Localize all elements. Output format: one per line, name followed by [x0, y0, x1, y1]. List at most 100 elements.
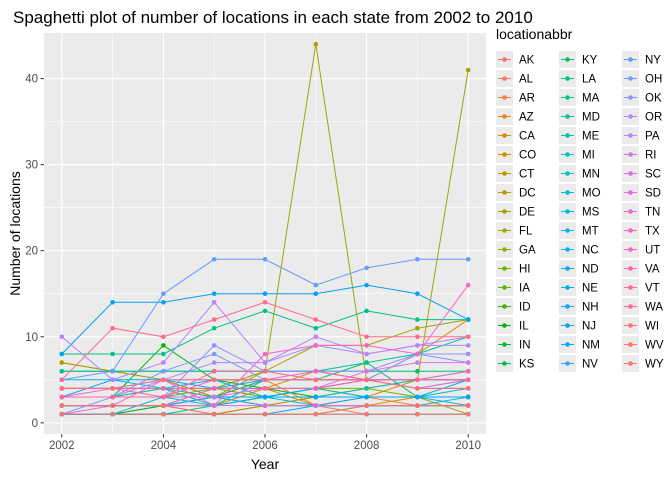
data-point-wy-2005 — [211, 411, 217, 417]
legend-item-nv: NV — [559, 355, 598, 372]
legend-label-ma: MA — [582, 93, 600, 105]
legend-item-or: OR — [622, 108, 662, 125]
data-point-sc-2009 — [415, 360, 420, 365]
data-point-va-2004 — [161, 386, 166, 391]
legend-item-mt: MT — [559, 222, 599, 239]
legend-key-point — [628, 361, 633, 366]
legend-key-point — [502, 228, 507, 233]
legend-label-mo: MO — [582, 188, 601, 200]
data-point-wa-2004 — [161, 334, 166, 340]
data-point-wv-2008 — [364, 403, 369, 408]
legend-key-point — [565, 266, 570, 271]
data-point-ma-2003 — [110, 351, 115, 357]
legend-label-nc: NC — [582, 245, 599, 257]
legend-item-ak: AK — [496, 51, 535, 68]
data-point-pa-2007 — [313, 334, 319, 340]
legend-label-wv: WV — [645, 340, 664, 352]
legend-item-ga: GA — [496, 241, 536, 258]
data-point-wy-2010 — [465, 411, 471, 417]
legend: AK AL AR AZ CA CO CT DC DE FL GA HI IA ID IL IN KS KY LA MA… — [496, 51, 664, 372]
legend-item-wy: WY — [622, 355, 664, 372]
legend-item-ia: IA — [496, 279, 530, 296]
data-point-tx-2005 — [211, 403, 217, 408]
data-point-ny-2010 — [465, 257, 471, 262]
legend-label-md: MD — [582, 112, 600, 124]
legend-item-oh: OH — [622, 70, 662, 87]
legend-item-fl: FL — [496, 222, 533, 239]
data-point-wy-2003 — [110, 411, 115, 417]
data-point-ny-2008 — [364, 265, 369, 271]
data-point-nj-2010 — [465, 317, 471, 322]
data-point-wv-2002 — [59, 403, 65, 408]
data-point-wi-2010 — [465, 386, 471, 391]
data-point-sd-2007 — [313, 403, 319, 408]
legend-key-point — [565, 171, 570, 176]
data-point-me-2008 — [364, 386, 369, 391]
legend-key-point — [628, 342, 633, 347]
data-point-nj-2003 — [110, 300, 115, 305]
data-point-vt-2010 — [465, 377, 471, 383]
legend-item-sc: SC — [622, 165, 661, 182]
legend-key-point — [502, 57, 507, 62]
data-point-oh-2004 — [161, 368, 166, 374]
data-point-wy-2009 — [415, 411, 420, 417]
legend-label-nv: NV — [582, 359, 598, 371]
legend-key-point — [628, 95, 633, 100]
legend-label-ok: OK — [645, 93, 662, 105]
legend-item-nj: NJ — [559, 317, 596, 334]
data-point-pa-2002 — [59, 334, 65, 340]
legend-key-point — [628, 285, 633, 290]
legend-key-point — [502, 361, 507, 366]
legend-key-point — [565, 323, 570, 328]
data-point-tx-2009 — [415, 351, 420, 357]
legend-item-wv: WV — [622, 336, 664, 353]
legend-item-nc: NC — [559, 241, 599, 258]
legend-label-de: DE — [519, 207, 535, 219]
data-point-vt-2009 — [415, 377, 420, 383]
legend-key-point — [502, 114, 507, 119]
legend-item-la: LA — [559, 70, 596, 87]
legend-item-nh: NH — [559, 298, 599, 315]
data-point-pa-2008 — [364, 351, 369, 357]
legend-label-wa: WA — [645, 302, 663, 314]
data-point-nm-2007 — [313, 394, 319, 400]
x-axis: 2002 2004 2006 2008 2010 — [49, 434, 481, 452]
legend-item-ar: AR — [496, 89, 535, 106]
legend-item-ny: NY — [622, 51, 661, 68]
data-point-wy-2006 — [262, 411, 268, 417]
legend-label-ne: NE — [582, 283, 598, 295]
data-point-nj-2009 — [415, 291, 420, 297]
legend-item-hi: HI — [496, 260, 531, 277]
legend-label-mn: MN — [582, 169, 600, 181]
legend-label-nh: NH — [582, 302, 599, 314]
legend-key-point — [565, 209, 570, 214]
data-point-wi-2004 — [161, 377, 166, 383]
data-point-wy-2004 — [161, 411, 166, 417]
legend-label-oh: OH — [645, 74, 662, 86]
legend-item-ct: CT — [496, 165, 534, 182]
legend-key-point — [628, 171, 633, 176]
data-point-wa-2007 — [313, 317, 319, 322]
y-tick-label: 10 — [25, 332, 38, 344]
data-point-sc-2010 — [465, 360, 471, 365]
legend-key-point — [628, 152, 633, 157]
legend-key-point — [565, 190, 570, 195]
legend-item-ne: NE — [559, 279, 598, 296]
data-point-vt-2002 — [59, 394, 65, 400]
legend-item-az: AZ — [496, 108, 534, 125]
data-point-nj-2008 — [364, 282, 369, 288]
data-point-ok-2010 — [465, 351, 471, 357]
data-point-vt-2003 — [110, 394, 115, 400]
legend-label-sd: SD — [645, 188, 661, 200]
data-point-wi-2005 — [211, 377, 217, 383]
x-tick-label: 2002 — [49, 440, 75, 452]
legend-item-mn: MN — [559, 165, 600, 182]
legend-title: locationabbr — [496, 26, 573, 42]
data-point-ky-2009 — [415, 368, 420, 374]
legend-key-point — [565, 361, 570, 366]
data-point-nm-2008 — [364, 394, 369, 400]
data-point-nj-2006 — [262, 291, 268, 297]
legend-item-id: ID — [496, 298, 531, 315]
data-point-wy-2007 — [313, 411, 319, 417]
